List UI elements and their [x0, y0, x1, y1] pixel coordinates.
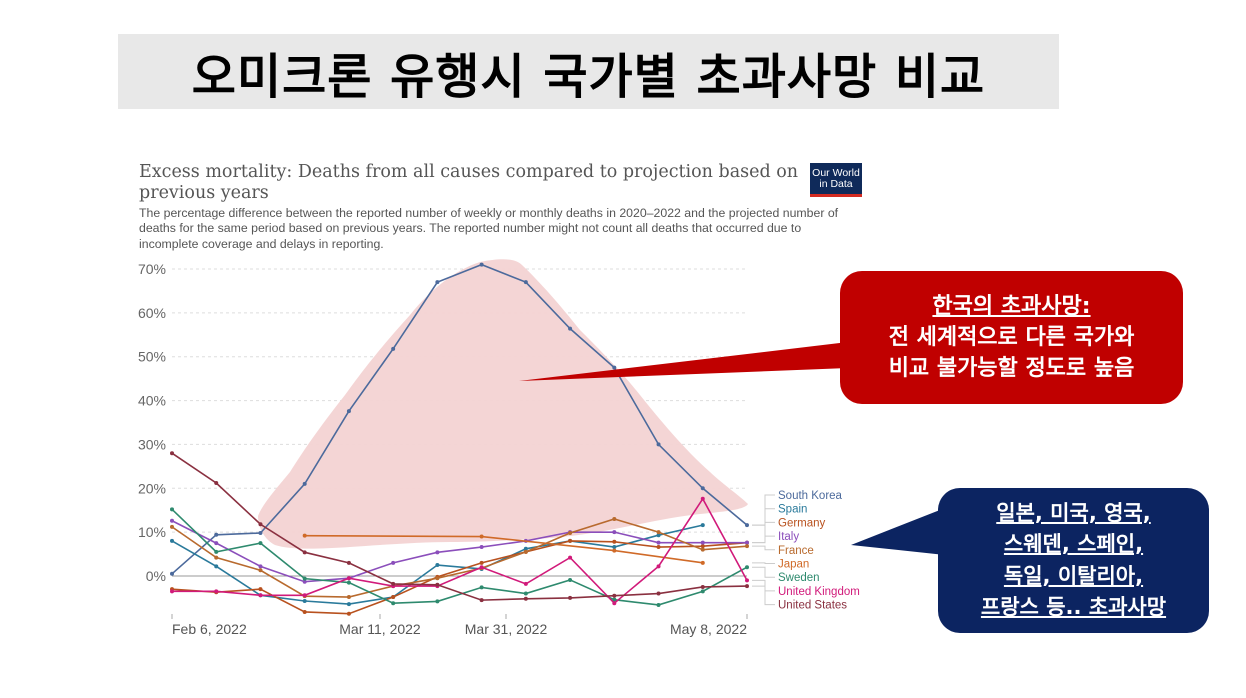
korea-callout: 한국의 초과사망: 전 세계적으로 다른 국가와 비교 불가능할 정도로 높음 — [840, 271, 1183, 404]
slide-title: 오미크론 유행시 국가별 초과사망 비교 — [118, 34, 1059, 109]
y-tick-label: 40% — [138, 393, 166, 409]
owid-logo[interactable]: Our World in Data — [810, 163, 862, 197]
series-france[interactable] — [170, 516, 749, 600]
owid-logo-line2: in Data — [819, 177, 853, 190]
series-lines — [170, 262, 749, 616]
others-callout-line2: 스웨덴, 스페인, — [1003, 532, 1144, 556]
legend-label[interactable]: Sweden — [778, 572, 820, 584]
legend-label[interactable]: Germany — [778, 517, 826, 529]
owid-logo-line1: Our World — [812, 166, 860, 179]
series-sweden[interactable] — [170, 507, 749, 607]
series-united-states[interactable] — [170, 451, 749, 603]
y-tick-label: 0% — [146, 568, 166, 584]
y-tick-label: 60% — [138, 305, 166, 321]
chart-subtitle: The percentage difference between the re… — [139, 206, 839, 251]
x-tick-label: May 8, 2022 — [670, 621, 747, 637]
korea-callout-line1: 전 세계적으로 다른 국가와 — [888, 325, 1135, 350]
others-callout-line1: 일본, 미국, 영국, — [996, 500, 1151, 525]
y-tick-label: 50% — [138, 349, 166, 365]
y-tick-label: 10% — [138, 524, 166, 540]
others-callout-line4: 프랑스 등.. 초과사망 — [980, 595, 1167, 619]
navy-callout-pointer — [851, 508, 945, 555]
y-tick-label: 20% — [138, 480, 166, 496]
others-callout-line3: 독일, 이탈리아, — [1003, 563, 1144, 588]
legend-label[interactable]: Japan — [778, 559, 809, 571]
chart-title-line2: previous years — [139, 183, 269, 203]
legend-label[interactable]: Spain — [778, 504, 807, 516]
korea-callout-line2: 비교 불가능할 정도로 높음 — [888, 356, 1135, 381]
korea-callout-heading: 한국의 초과사망: — [932, 294, 1091, 319]
legend-label[interactable]: United Kingdom — [778, 586, 860, 598]
x-tick-label: Mar 31, 2022 — [465, 621, 548, 637]
korea-highlight-area — [258, 259, 748, 549]
chart-title-line1: Excess mortality: Deaths from all causes… — [139, 162, 799, 182]
series-south-korea[interactable] — [170, 262, 749, 576]
legend-label[interactable]: United States — [778, 600, 847, 612]
y-tick-label: 70% — [138, 261, 166, 277]
red-callout-pointer — [519, 342, 848, 381]
x-tick-label: Mar 11, 2022 — [339, 621, 421, 637]
x-tick-label: Feb 6, 2022 — [172, 621, 247, 637]
legend-label[interactable]: South Korea — [778, 490, 843, 502]
x-axis: Feb 6, 2022 Mar 11, 2022 Mar 31, 2022 May 8… — [171, 614, 748, 637]
legend-label[interactable]: Italy — [778, 531, 799, 543]
legend-label[interactable]: France — [778, 545, 814, 557]
other-countries-callout: 일본, 미국, 영국, 스웨덴, 스페인, 독일, 이탈리아, 프랑스 등.. … — [938, 488, 1209, 633]
chart-title: Excess mortality: Deaths from all causes… — [139, 162, 799, 204]
y-tick-label: 30% — [138, 436, 166, 452]
series-japan[interactable] — [302, 533, 705, 565]
y-axis-labels: 0% 10% 20% 30% 40% 50% 60% 70% — [138, 261, 166, 584]
